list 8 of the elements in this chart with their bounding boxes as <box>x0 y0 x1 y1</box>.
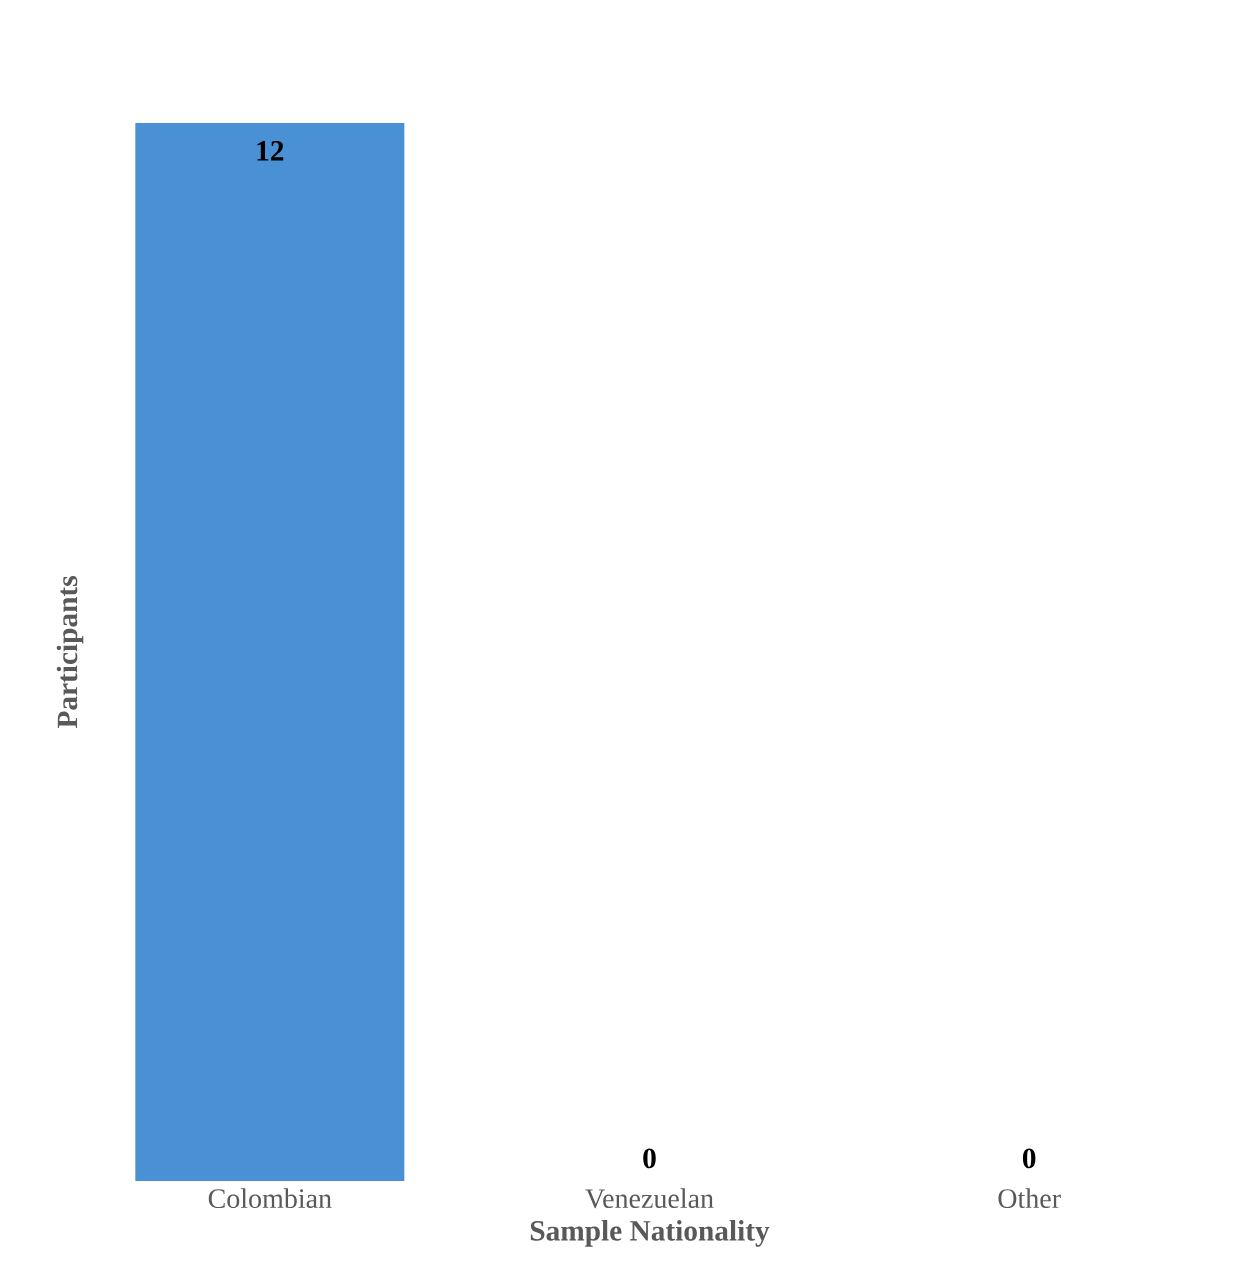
data-label: 12 <box>257 141 284 161</box>
x-tick-label: Other <box>998 1188 1061 1209</box>
x-tick-label: Colombian <box>208 1188 332 1209</box>
data-label: 0 <box>1022 1148 1036 1169</box>
x-axis-title: Sample Nationality <box>530 1220 770 1247</box>
y-axis-title: Participants <box>56 576 84 729</box>
x-tick-label: Venezuelan <box>585 1188 714 1209</box>
data-label: 0 <box>643 1148 656 1169</box>
